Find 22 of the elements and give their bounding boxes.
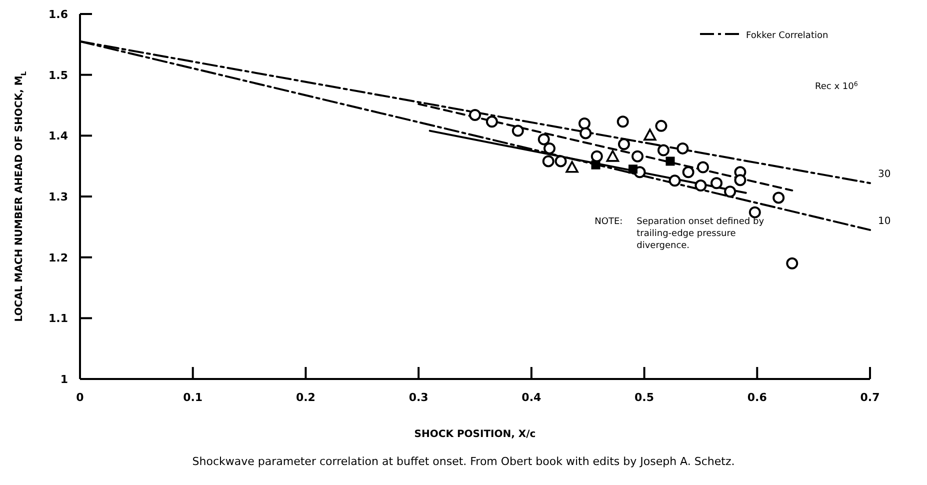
x-tick-label: 0.7 [860, 391, 880, 404]
x-tick-label: 0.1 [183, 391, 203, 404]
annotation: Rec x 10$^{6}$ [815, 80, 858, 92]
text: NOTE: Separation onset defined by trailing-edge pressure divergence. [594, 216, 764, 251]
y-tick-label: 1.3 [48, 190, 68, 204]
x-axis-title: SHOCK POSITION, X/c [414, 429, 536, 440]
x-tick-label: 0.2 [296, 391, 316, 404]
x-tick-label: 0.6 [747, 391, 768, 404]
y-tick-label: 1.1 [48, 312, 68, 326]
x-tick-label: 0.3 [408, 391, 428, 404]
y-tick-label: 1.2 [48, 251, 68, 264]
legend-label: Fokker Correlation [746, 31, 828, 41]
x-tick-label: 0.4 [522, 391, 542, 404]
annotation: 30 [878, 169, 891, 180]
x-tick-label: 0 [76, 391, 84, 404]
text: Shockwave parameter correlation at buffet onset. From Obert book with edits by Joseph A. Schetz. [192, 455, 735, 468]
x-tick-label: 0.5 [634, 391, 654, 404]
annotation: 10 [878, 216, 891, 227]
y-tick-label: 1.4 [48, 130, 68, 143]
y-tick-label: 1 [60, 373, 68, 386]
y-tick-label: 1.6 [48, 8, 68, 21]
y-tick-label: 1.5 [48, 68, 68, 82]
